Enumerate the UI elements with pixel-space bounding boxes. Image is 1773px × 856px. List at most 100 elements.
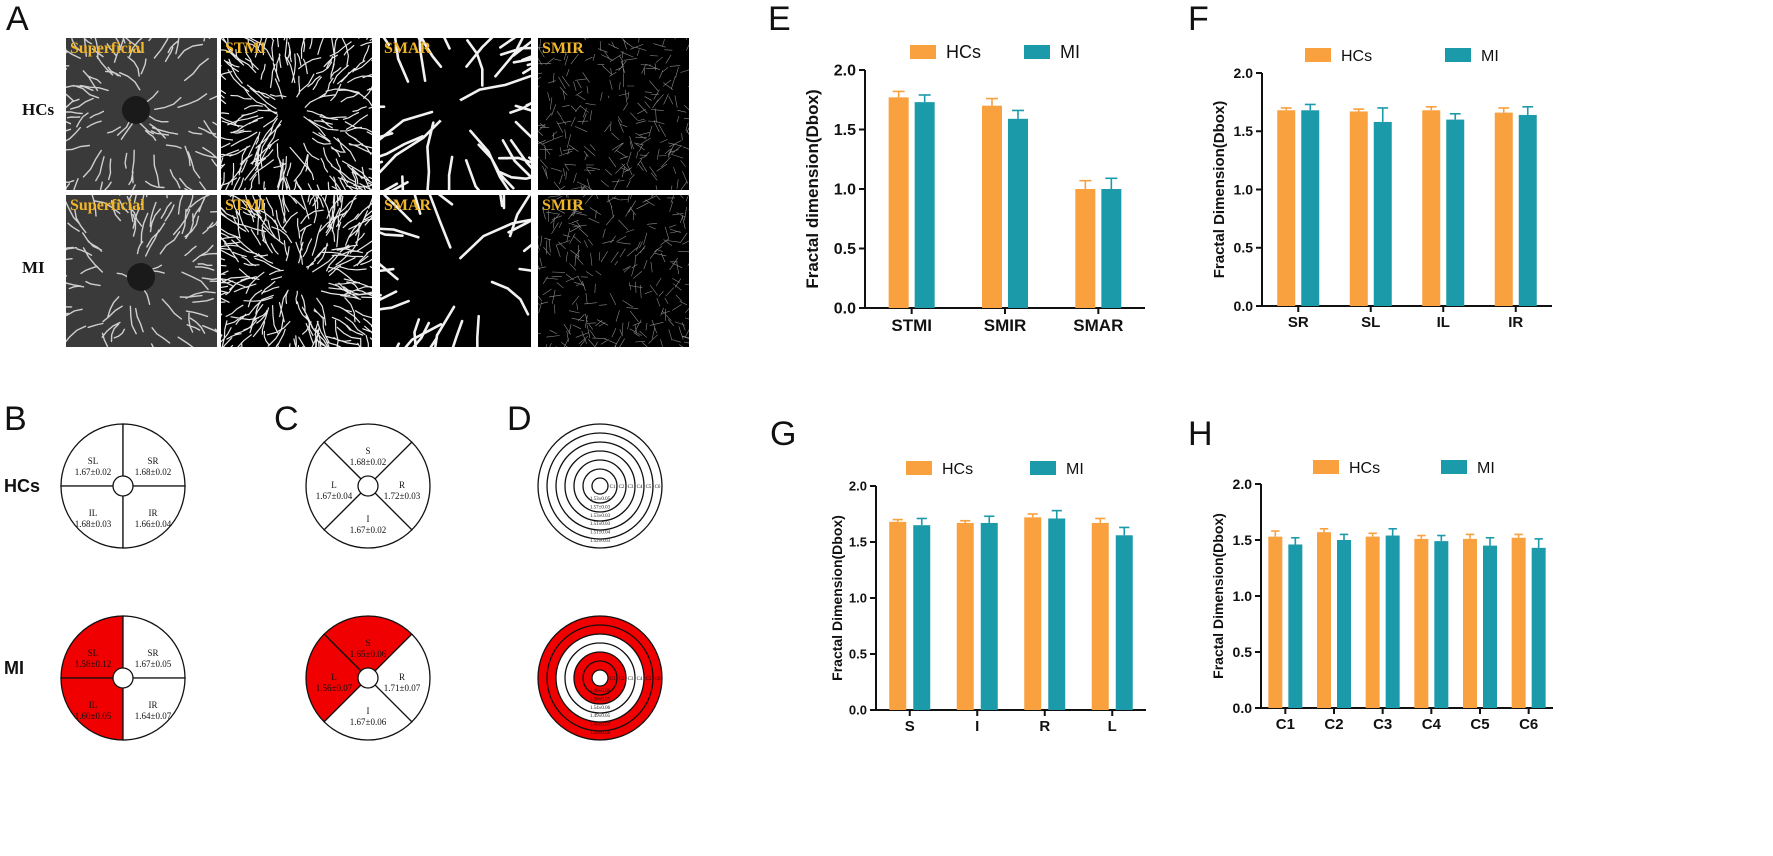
vessel-texture <box>221 38 372 190</box>
bar-mi-s <box>913 525 931 710</box>
tile-label: STMI <box>225 197 266 214</box>
legend-label-hcs: HCs <box>942 461 973 478</box>
legend-swatch-mi <box>1030 461 1056 475</box>
panel-a-row-label-mi: MI <box>22 258 45 277</box>
tile-label: Superficial <box>70 197 145 214</box>
x-tick-label: I <box>975 718 979 735</box>
bar-mi-smir <box>1008 118 1028 308</box>
y-tick-label: 0.5 <box>1234 240 1254 256</box>
y-tick-label: 0.0 <box>849 703 867 718</box>
bar-hcs-sr <box>1277 110 1296 306</box>
y-tick-label: 0.0 <box>834 301 856 318</box>
x-tick-label: SL <box>1361 314 1380 331</box>
panel-a-row-label-hcs: HCs <box>22 100 55 119</box>
bar-mi-r <box>1048 518 1066 710</box>
x-tick-label: SMAR <box>1073 316 1123 335</box>
y-tick-label: 1.0 <box>834 182 856 199</box>
bar-mi-c5 <box>1483 545 1497 708</box>
bar-mi-stmi <box>914 102 935 308</box>
fovea <box>122 96 150 124</box>
legend-swatch-mi <box>1441 460 1467 474</box>
vessel-texture <box>380 38 531 190</box>
fovea <box>601 265 625 289</box>
panel-f-letter: F <box>1188 0 1209 38</box>
vessel-texture <box>66 38 217 190</box>
bar-mi-sr <box>1301 110 1320 306</box>
y-tick-label: 1.5 <box>834 122 856 139</box>
tile-label: SMIR <box>542 40 584 57</box>
octa-image-mi-superficial: Superficial <box>66 195 217 347</box>
y-tick-label: 1.5 <box>1233 532 1253 548</box>
y-tick-label: 1.0 <box>1234 181 1254 197</box>
y-axis-label: Fractal Dimension(Dbox) <box>829 515 845 681</box>
fovea <box>441 263 469 291</box>
panel-c-letter: C <box>274 400 299 438</box>
fovea <box>282 263 310 291</box>
y-tick-label: 2.0 <box>1233 476 1253 492</box>
legend-swatch-hcs <box>906 461 932 475</box>
x-tick-label: C3 <box>1373 716 1392 733</box>
y-tick-label: 0.5 <box>849 647 867 662</box>
bar-hcs-c2 <box>1317 532 1331 708</box>
y-axis-label: Fractal Dimension(Dbox) <box>1211 101 1228 279</box>
bar-hcs-sl <box>1349 111 1368 306</box>
legend-label-hcs: HCs <box>946 42 981 62</box>
x-tick-label: IL <box>1437 314 1450 331</box>
vessel-texture <box>380 195 531 347</box>
panel-e-letter: E <box>768 0 791 38</box>
y-tick-label: 1.5 <box>1234 123 1254 139</box>
legend-label-mi: MI <box>1060 42 1080 62</box>
bar-mi-c3 <box>1385 535 1400 708</box>
legend-label-mi: MI <box>1477 460 1495 477</box>
octa-image-mi-smar: SMAR <box>380 195 531 347</box>
legend-swatch-mi <box>1024 45 1050 59</box>
x-tick-label: SMIR <box>984 316 1027 335</box>
fovea <box>596 98 620 122</box>
y-tick-label: 2.0 <box>834 63 856 80</box>
x-tick-label: C5 <box>1470 716 1489 733</box>
chart-g: 0.0 0.5 1.0 1.5 2.0 Fractal Dimension(Dbox) S I… <box>829 461 1146 735</box>
bar-hcs-smar <box>1075 189 1096 308</box>
octa-image-hcs-smar: SMAR <box>380 38 531 190</box>
octa-image-mi-smir: SMIR <box>538 195 689 347</box>
bar-hcs-c3 <box>1365 536 1380 708</box>
x-tick-label: R <box>1039 718 1050 735</box>
vessel-texture <box>66 195 217 347</box>
panel-g-letter: G <box>770 415 797 453</box>
bar-mi-il <box>1446 119 1465 306</box>
bar-mi-c2 <box>1337 540 1351 708</box>
fovea <box>127 263 155 291</box>
x-tick-label: S <box>905 718 915 735</box>
bar-hcs-c6 <box>1511 537 1526 708</box>
bar-mi-c4 <box>1434 541 1449 708</box>
x-tick-label: IR <box>1508 314 1523 331</box>
x-tick-label: SR <box>1288 314 1309 331</box>
legend-label-mi: MI <box>1481 48 1499 65</box>
bar-hcs-c4 <box>1414 538 1429 708</box>
bar-hcs-l <box>1091 522 1109 710</box>
bar-hcs-smir <box>982 105 1002 308</box>
legend-swatch-mi <box>1445 48 1471 62</box>
y-tick-label: 1.0 <box>849 591 867 606</box>
panel-b-row-label-mi: MI <box>4 658 24 678</box>
legend-label-hcs: HCs <box>1349 460 1380 477</box>
tile-label: SMAR <box>384 197 432 214</box>
bar-hcs-r <box>1024 517 1042 710</box>
bar-mi-i <box>980 522 998 710</box>
y-tick-label: 1.5 <box>849 535 867 550</box>
chart-e: 0.0 0.5 1.0 1.5 2.0 Fractal dimension(Dbox) ST… <box>803 42 1145 335</box>
bar-hcs-i <box>956 522 974 710</box>
bar-hcs-il <box>1422 110 1441 306</box>
legend-label-hcs: HCs <box>1341 48 1372 65</box>
tile-label: SMAR <box>384 40 432 57</box>
y-tick-label: 0.5 <box>834 241 856 258</box>
vessel-texture <box>538 195 689 347</box>
y-tick-label: 0.5 <box>1233 644 1253 660</box>
octa-image-hcs-superficial: Superficial <box>66 38 217 190</box>
y-tick-label: 0.0 <box>1233 700 1253 716</box>
panel-b-row-label-hcs: HCs <box>4 476 41 496</box>
y-axis-label: Fractal Dimension(Dbox) <box>1210 513 1226 679</box>
panel-h-letter: H <box>1188 415 1213 453</box>
